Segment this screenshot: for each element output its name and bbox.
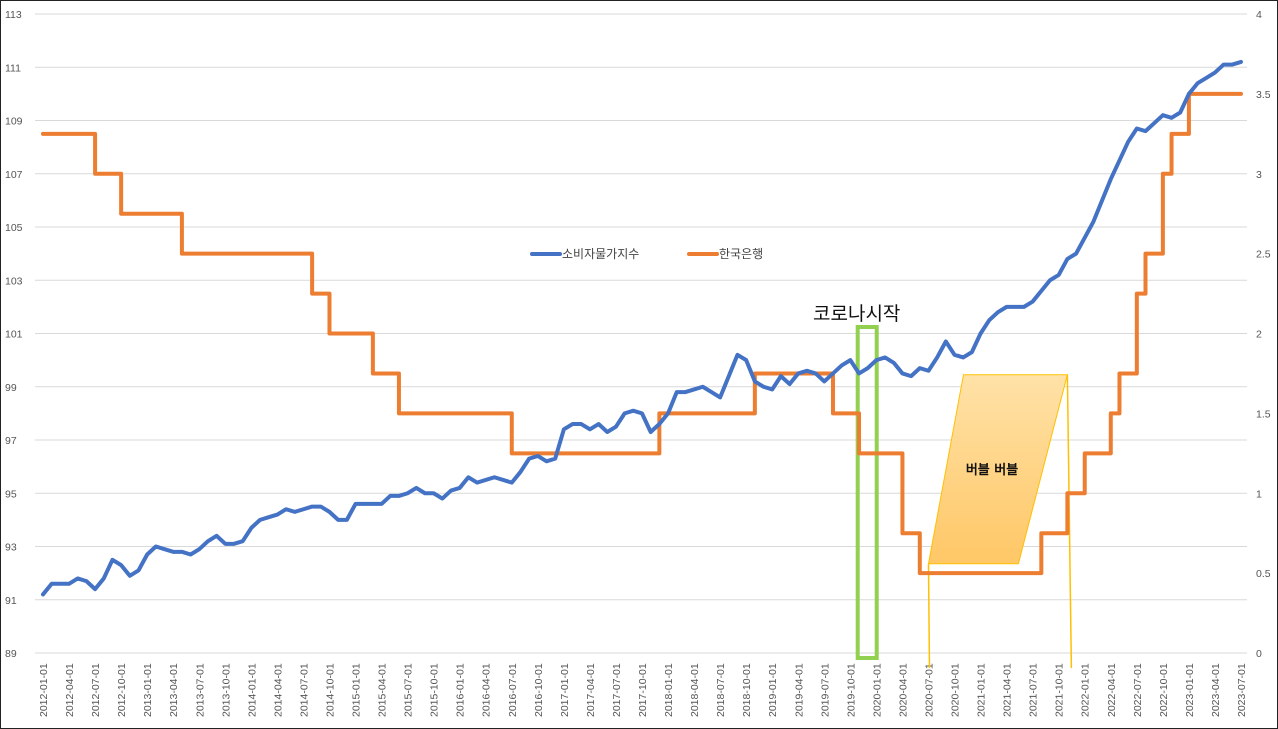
x-tick-label: 2022-07-01 xyxy=(1132,663,1144,717)
right-tick-label: 3 xyxy=(1256,169,1262,181)
right-tick-label: 2.5 xyxy=(1256,249,1271,261)
x-tick-label: 2013-01-01 xyxy=(142,663,154,717)
x-tick-label: 2020-01-01 xyxy=(871,663,883,717)
legend: 소비자물가지수 한국은행 xyxy=(530,246,763,261)
x-tick-label: 2016-04-01 xyxy=(481,663,493,717)
bubble-start-marker xyxy=(927,563,931,669)
x-tick-label: 2013-07-01 xyxy=(194,663,206,717)
x-tick-label: 2013-10-01 xyxy=(220,663,232,717)
x-tick-label: 2014-07-01 xyxy=(298,663,310,717)
x-tick-label: 2018-10-01 xyxy=(741,663,753,717)
x-tick-label: 2020-04-01 xyxy=(897,663,909,717)
left-tick-label: 103 xyxy=(5,275,23,287)
right-tick-label: 1 xyxy=(1256,488,1262,500)
left-tick-label: 95 xyxy=(5,488,17,500)
x-tick-label: 2018-04-01 xyxy=(689,663,701,717)
annotations xyxy=(855,325,1073,669)
bubble-label: 버블 버블 xyxy=(966,462,1018,478)
x-tick-label: 2023-01-01 xyxy=(1184,663,1196,717)
x-tick-label: 2021-01-01 xyxy=(976,663,988,717)
x-tick-label: 2019-01-01 xyxy=(767,663,779,717)
x-tick-label: 2013-04-01 xyxy=(168,663,180,717)
left-tick-label: 105 xyxy=(5,222,23,234)
x-axis: 2012-01-01 2012-04-01 2012-07-01 2012-10-01… xyxy=(38,663,1248,717)
x-tick-label: 2014-04-01 xyxy=(272,663,284,717)
right-tick-label: 3.5 xyxy=(1256,89,1271,101)
left-tick-label: 91 xyxy=(5,595,17,607)
x-tick-label: 2021-04-01 xyxy=(1002,663,1014,717)
x-tick-label: 2016-07-01 xyxy=(507,663,519,717)
x-tick-label: 2022-01-01 xyxy=(1080,663,1092,717)
x-tick-label: 2012-01-01 xyxy=(38,663,50,717)
x-tick-label: 2017-07-01 xyxy=(611,663,623,717)
x-tick-label: 2017-01-01 xyxy=(559,663,571,717)
corona-label: 코로나시작 xyxy=(813,303,900,325)
x-tick-label: 2016-01-01 xyxy=(455,663,467,717)
x-tick-label: 2017-10-01 xyxy=(637,663,649,717)
x-tick-label: 2018-01-01 xyxy=(663,663,675,717)
right-y-axis: 0 0.5 1 1.5 2 2.5 3 3.5 4 xyxy=(1256,9,1271,660)
x-tick-label: 2012-04-01 xyxy=(64,663,76,717)
x-tick-label: 2020-07-01 xyxy=(923,663,935,717)
x-tick-label: 2012-07-01 xyxy=(90,663,102,717)
left-tick-label: 111 xyxy=(5,62,21,74)
x-tick-label: 2021-07-01 xyxy=(1028,663,1040,717)
x-tick-label: 2019-10-01 xyxy=(845,663,857,717)
x-tick-label: 2023-04-01 xyxy=(1210,663,1222,717)
right-tick-label: 0.5 xyxy=(1256,568,1271,580)
x-tick-label: 2015-01-01 xyxy=(351,663,363,717)
series-lines xyxy=(41,59,1243,597)
x-tick-label: 2019-07-01 xyxy=(819,663,831,717)
x-tick-label: 2020-10-01 xyxy=(950,663,962,717)
right-tick-label: 2 xyxy=(1256,329,1262,341)
corona-marker-box xyxy=(855,325,879,660)
bubble-region xyxy=(927,374,1069,565)
x-tick-label: 2023-07-01 xyxy=(1236,663,1248,717)
legend-label-cpi: 소비자물가지수 xyxy=(562,247,639,261)
left-tick-label: 107 xyxy=(5,169,23,181)
x-tick-label: 2012-10-01 xyxy=(116,663,128,717)
x-tick-label: 2021-10-01 xyxy=(1054,663,1066,717)
x-tick-label: 2016-10-01 xyxy=(533,663,545,717)
x-tick-label: 2019-04-01 xyxy=(793,663,805,717)
x-tick-label: 2022-04-01 xyxy=(1106,663,1118,717)
right-tick-label: 0 xyxy=(1256,648,1262,660)
x-tick-label: 2018-07-01 xyxy=(715,663,727,717)
x-tick-label: 2022-10-01 xyxy=(1158,663,1170,717)
gridlines xyxy=(35,13,1247,654)
left-tick-label: 89 xyxy=(5,648,17,660)
x-tick-label: 2014-01-01 xyxy=(246,663,258,717)
x-tick-label: 2015-07-01 xyxy=(403,663,415,717)
right-tick-label: 4 xyxy=(1256,9,1262,21)
x-tick-label: 2014-10-01 xyxy=(324,663,336,717)
left-tick-label: 101 xyxy=(5,329,23,341)
right-tick-label: 1.5 xyxy=(1256,408,1271,420)
left-tick-label: 97 xyxy=(5,435,17,447)
series-line-cpi xyxy=(41,59,1243,597)
x-tick-label: 2015-10-01 xyxy=(429,663,441,717)
x-tick-label: 2017-04-01 xyxy=(585,663,597,717)
left-tick-label: 93 xyxy=(5,542,17,554)
x-tick-label: 2015-04-01 xyxy=(377,663,389,717)
legend-label-bok: 한국은행 xyxy=(719,246,763,261)
left-y-axis: 89 91 93 95 97 99 101 103 105 107 109 111 113 xyxy=(5,9,23,660)
left-tick-label: 99 xyxy=(5,382,17,394)
left-tick-label: 109 xyxy=(5,116,23,128)
left-tick-label: 113 xyxy=(5,9,22,21)
annotation-labels: 코로나시작 버블 버블 xyxy=(813,303,1018,478)
